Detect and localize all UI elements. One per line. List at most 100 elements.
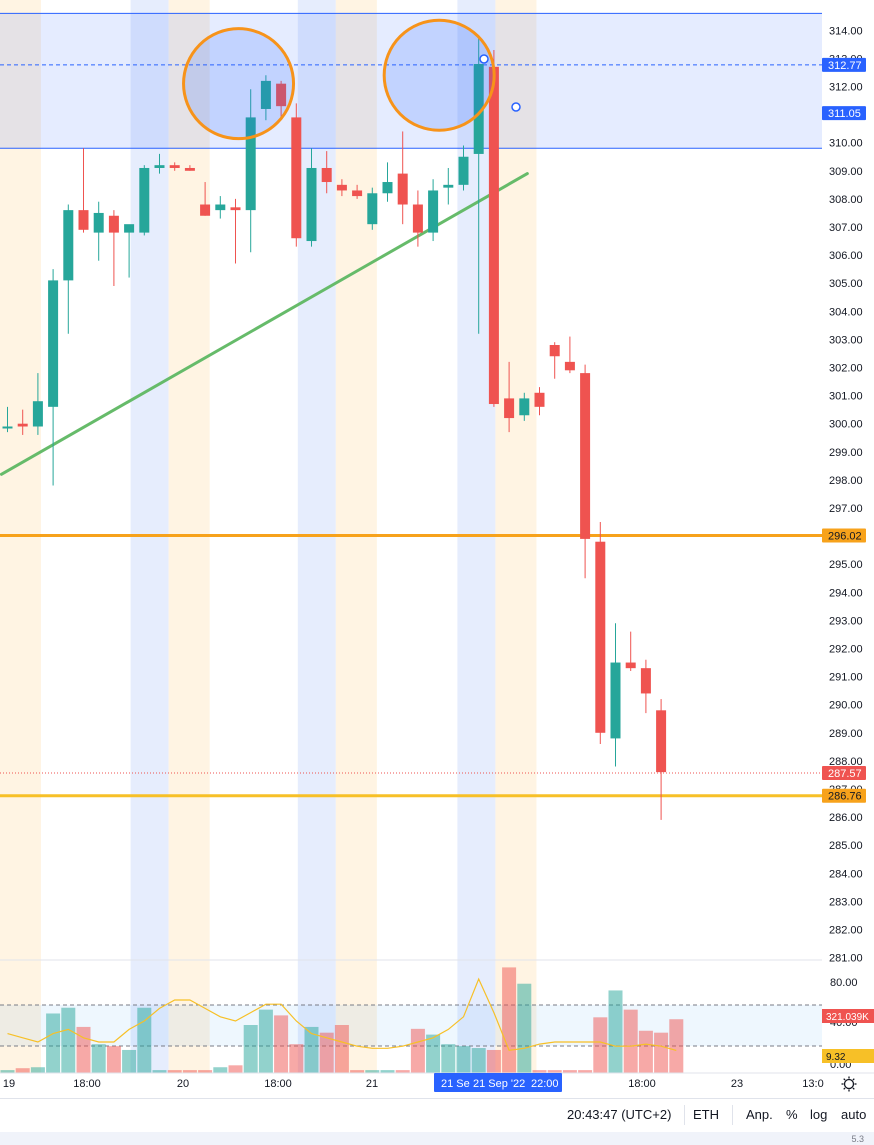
price-label-badge [822, 57, 866, 72]
price-tick-label: 286.00 [829, 812, 863, 824]
drawing-handle [511, 102, 521, 112]
price-tick-label: 293.00 [829, 615, 863, 627]
volume-bar [289, 1044, 304, 1073]
price-tick-label: 308.00 [829, 194, 863, 206]
candle-body [230, 207, 241, 211]
price-label-text: 311.05 [828, 108, 861, 120]
candle-body [154, 165, 165, 168]
price-tick-label: 305.00 [829, 278, 863, 290]
volume-label-badge [822, 1009, 874, 1023]
volume-bar [243, 1025, 258, 1073]
price-tick-label: 292.00 [829, 643, 863, 655]
corner-version: 5.3 [851, 1134, 864, 1144]
price-tick-label: 310.00 [829, 138, 863, 150]
price-tick-label: 281.00 [829, 953, 863, 965]
candle-body [336, 184, 347, 191]
price-tick-label: 298.00 [829, 475, 863, 487]
volume-bar [228, 1065, 243, 1073]
volume-bar [167, 1070, 182, 1073]
price-tick-label: 307.00 [829, 222, 863, 234]
volume-bar [471, 1048, 486, 1073]
highlight-circle [382, 18, 496, 132]
price-label-text: 296.02 [828, 531, 862, 543]
candle-body [656, 710, 667, 773]
time-tick-label: 23 [731, 1078, 743, 1090]
volume-bar [152, 1070, 167, 1073]
volume-tick-label: 80.00 [830, 977, 858, 989]
candle-body [458, 156, 469, 185]
volume-bar [608, 990, 623, 1073]
candle-body [549, 345, 560, 357]
time-tick-label: 20 [177, 1078, 189, 1090]
candle-body [412, 204, 423, 233]
time-tick-label: 18:00 [628, 1078, 656, 1090]
price-tick-label: 302.00 [829, 362, 863, 374]
log-scale-button[interactable]: log [810, 1107, 828, 1122]
candle-body [291, 117, 302, 239]
candle-body [184, 167, 195, 171]
adjust-button[interactable]: Anp. [746, 1107, 773, 1122]
candle-body [78, 210, 89, 230]
price-tick-label: 282.00 [829, 924, 863, 936]
candlestick-series [2, 35, 667, 820]
price-tick-label: 304.00 [829, 306, 863, 318]
candle-body [625, 662, 636, 669]
chart-canvas[interactable]: 314.00313.00312.00311.00310.00309.00308.… [0, 0, 874, 1098]
volume-bar [61, 1007, 76, 1073]
candle-body [519, 398, 530, 416]
volume-bar [380, 1070, 395, 1073]
price-tick-label: 289.00 [829, 728, 863, 740]
candle-body [2, 426, 13, 429]
circle-annotations [182, 18, 521, 141]
price-tick-label: 299.00 [829, 447, 863, 459]
zone-rect [0, 13, 822, 149]
candle-body [534, 392, 545, 407]
volume-bar [502, 967, 517, 1073]
volume-bar [274, 1015, 289, 1073]
candle-body [321, 167, 332, 183]
price-label-badge [822, 765, 866, 780]
time-axis[interactable]: 19 18:00 20 18:00 21 22:00 18:00 23 13:0 21 Se21 … [0, 1072, 874, 1098]
percent-scale-button[interactable]: % [786, 1107, 798, 1122]
volume-bar [578, 1070, 593, 1073]
volume-bar [30, 1067, 45, 1073]
settings-gear-icon[interactable] [841, 1076, 857, 1092]
volume-bar [441, 1044, 456, 1073]
price-tick-label: 309.00 [829, 166, 863, 178]
volume-bar [486, 1049, 501, 1073]
crosshair-time-label: 22:00 [531, 1078, 559, 1090]
volume-bar [410, 1028, 425, 1073]
candle-body [124, 224, 135, 233]
candle-body [139, 167, 150, 233]
candle-body [48, 280, 59, 407]
candle-body [260, 80, 271, 109]
price-tick-label: 288.00 [829, 756, 863, 768]
auto-scale-button[interactable]: auto [841, 1107, 867, 1122]
price-tick-label: 303.00 [829, 334, 863, 346]
candle-body [595, 541, 606, 733]
drawing-handle [479, 54, 489, 64]
volume-bar [106, 1046, 121, 1073]
volume-bar [319, 1032, 334, 1073]
volume-bar [182, 1070, 197, 1073]
price-label-badge [822, 788, 866, 803]
price-tick-label: 306.00 [829, 250, 863, 262]
crosshair-date-label: 21 Sep '22 [473, 1078, 525, 1090]
candle-body [63, 210, 74, 281]
price-label-text: 286.76 [828, 791, 862, 803]
price-tick-label: 297.00 [829, 503, 863, 515]
candle-body [93, 212, 104, 233]
candle-body [488, 66, 499, 405]
volume-bar [334, 1025, 349, 1073]
price-axis[interactable]: 314.00313.00312.00311.00310.00309.00308.… [822, 0, 874, 1098]
candle-body [564, 361, 575, 371]
volume-bar [547, 1070, 562, 1073]
highlight-circle [182, 27, 296, 141]
volume-bar [365, 1070, 380, 1073]
price-tick-label: 314.00 [829, 25, 863, 37]
price-tick-label: 283.00 [829, 896, 863, 908]
price-label-badge [822, 528, 866, 543]
candle-body [306, 167, 317, 242]
volume-label-badge [822, 1049, 874, 1063]
candle-body [382, 182, 393, 194]
